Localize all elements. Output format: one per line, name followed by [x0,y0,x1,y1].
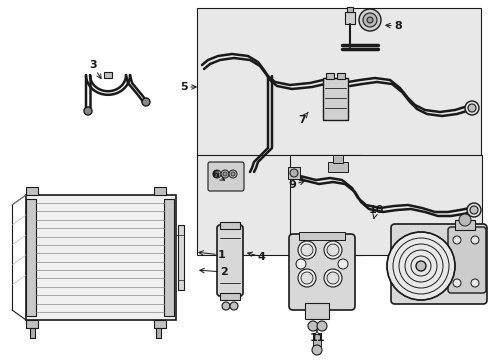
Bar [26,320,38,328]
Bar [298,232,345,240]
Circle shape [215,172,219,176]
Bar [325,73,333,79]
Text: 6: 6 [211,170,224,180]
Circle shape [297,269,315,287]
Bar [345,12,354,24]
Circle shape [289,169,297,177]
Circle shape [311,345,321,355]
Circle shape [84,107,92,115]
Bar [346,7,352,12]
Bar [26,187,38,195]
Text: 4: 4 [247,252,265,262]
Circle shape [213,170,221,178]
Circle shape [470,236,478,244]
Bar [454,220,474,230]
Circle shape [452,279,460,287]
Bar [220,293,240,300]
Bar [305,303,328,319]
Circle shape [230,172,235,176]
Circle shape [229,302,238,310]
Text: 9: 9 [287,180,304,190]
Bar [154,187,165,195]
Circle shape [358,9,380,31]
FancyBboxPatch shape [288,234,354,310]
Circle shape [307,321,317,331]
FancyBboxPatch shape [217,225,243,296]
Text: 3: 3 [89,60,101,79]
Circle shape [467,104,475,112]
Circle shape [366,17,372,23]
Text: 10: 10 [367,205,383,218]
Bar [287,167,299,179]
Circle shape [386,232,454,300]
Bar [178,225,183,290]
Circle shape [324,241,341,259]
Circle shape [470,279,478,287]
Circle shape [466,203,480,217]
Bar [220,222,240,229]
Bar [26,195,176,320]
Circle shape [295,259,305,269]
Bar [197,8,480,156]
Bar [104,72,112,78]
Bar [312,334,320,346]
Circle shape [301,272,312,284]
Bar [26,199,36,316]
FancyBboxPatch shape [390,224,486,304]
Bar [332,155,342,163]
Circle shape [221,170,228,178]
Bar [289,155,481,255]
Text: 7: 7 [297,112,307,125]
Circle shape [415,261,425,271]
Bar [154,320,165,328]
Bar [336,73,345,79]
Circle shape [337,259,347,269]
Circle shape [301,244,312,256]
Circle shape [326,272,338,284]
Bar [323,78,347,120]
Text: 1: 1 [199,250,225,260]
Text: 2: 2 [200,267,227,277]
Bar [156,328,161,338]
Circle shape [222,302,229,310]
Bar [197,155,361,255]
Circle shape [458,214,470,226]
Circle shape [326,244,338,256]
FancyBboxPatch shape [207,162,244,191]
Circle shape [362,13,376,27]
Text: 5: 5 [180,82,196,92]
Circle shape [452,236,460,244]
Circle shape [324,269,341,287]
Text: 8: 8 [385,21,401,31]
Bar [163,199,174,316]
Circle shape [464,101,478,115]
Circle shape [142,98,150,106]
Circle shape [316,321,326,331]
FancyBboxPatch shape [447,227,485,293]
Bar [30,328,35,338]
Circle shape [228,170,237,178]
Circle shape [297,241,315,259]
Text: 11: 11 [308,330,324,343]
Circle shape [223,172,226,176]
Bar [327,162,347,172]
Circle shape [469,206,477,214]
